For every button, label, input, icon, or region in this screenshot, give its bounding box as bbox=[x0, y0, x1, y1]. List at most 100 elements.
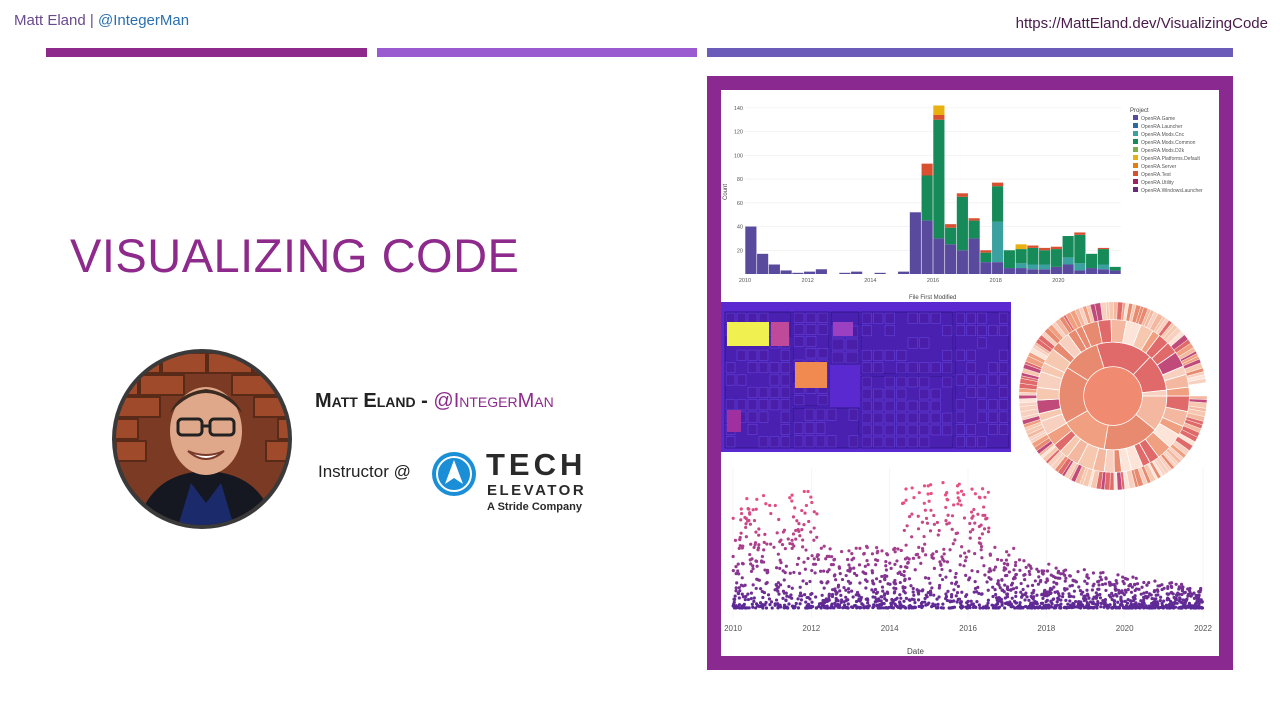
histogram-bars bbox=[745, 105, 1121, 274]
treemap-cell bbox=[919, 388, 930, 400]
logo-tech: TECH bbox=[486, 448, 586, 482]
scatter-point bbox=[971, 605, 975, 610]
treemap-cell bbox=[977, 436, 987, 448]
treemap-cell bbox=[977, 386, 987, 398]
scatter-point bbox=[1027, 563, 1031, 567]
scatter-point bbox=[862, 552, 866, 556]
scatter-point bbox=[1002, 561, 1006, 566]
scatter-point bbox=[767, 597, 772, 601]
scatter-point bbox=[964, 555, 968, 559]
treemap-cell bbox=[966, 362, 976, 374]
scatter-point bbox=[804, 503, 809, 508]
scatter-point bbox=[940, 577, 945, 582]
histogram-bar bbox=[1050, 266, 1062, 274]
treemap-cell bbox=[896, 412, 907, 424]
scatter-point bbox=[962, 493, 966, 497]
scatter-point bbox=[1014, 601, 1018, 605]
treemap-cell bbox=[758, 411, 769, 423]
treemap-cell bbox=[725, 362, 736, 374]
author-name: Matt Eland bbox=[14, 12, 86, 29]
scatter-point bbox=[784, 564, 788, 568]
scatter-point bbox=[957, 597, 962, 601]
scatter-point bbox=[911, 586, 915, 591]
scatter-point bbox=[1142, 591, 1146, 595]
charts-panel: 20 40 60 80 100 120 140 2010 2012 2014 2016 2018 20… bbox=[721, 90, 1219, 656]
scatter-point bbox=[732, 602, 736, 606]
scatter-point bbox=[960, 545, 964, 549]
scatter-point bbox=[905, 556, 909, 560]
histogram-bar bbox=[956, 250, 968, 274]
treemap-cell bbox=[942, 325, 953, 337]
treemap-cell bbox=[955, 411, 966, 423]
scatter-point bbox=[838, 605, 842, 610]
scatter-point bbox=[903, 577, 907, 581]
scatter-point bbox=[968, 521, 972, 526]
treemap-cell bbox=[769, 362, 780, 374]
scatter-point bbox=[1057, 594, 1061, 598]
treemap-cell-highlight bbox=[833, 322, 853, 336]
legend-swatch bbox=[1133, 163, 1138, 168]
scatter-point bbox=[947, 521, 951, 525]
scatter-point bbox=[864, 597, 868, 601]
scatter-point bbox=[1086, 606, 1090, 610]
scatter-point bbox=[963, 559, 967, 563]
scatter-point bbox=[804, 606, 808, 610]
scatter-point bbox=[878, 579, 882, 584]
scatter-point bbox=[738, 537, 742, 542]
scatter-point bbox=[798, 534, 802, 538]
scatter-point bbox=[1190, 593, 1194, 597]
scatter-point bbox=[763, 568, 767, 572]
scatter-point bbox=[968, 530, 973, 534]
scatter-point bbox=[1094, 591, 1098, 595]
histogram-x-ticks: 2010 2012 2014 2016 2018 2020 bbox=[739, 278, 1065, 284]
scatter-point bbox=[1168, 581, 1172, 585]
scatter-point bbox=[991, 594, 995, 599]
histogram-bar bbox=[1097, 249, 1109, 265]
scatter-point bbox=[1147, 604, 1151, 608]
scatter-point bbox=[1168, 606, 1172, 610]
scatter-point bbox=[990, 603, 994, 607]
scatter-point bbox=[883, 578, 887, 582]
scatter-point bbox=[1020, 593, 1024, 598]
histogram-bar bbox=[980, 250, 992, 253]
scatter-point bbox=[1027, 569, 1031, 574]
scatter-point bbox=[765, 542, 769, 546]
scatter-point bbox=[815, 535, 819, 539]
scatter-point bbox=[1157, 606, 1161, 610]
treemap-cell bbox=[804, 408, 815, 421]
treemap-cell bbox=[966, 312, 976, 324]
scatter-point bbox=[752, 518, 757, 523]
treemap-cell bbox=[942, 362, 953, 374]
scatter-point bbox=[903, 565, 908, 569]
accent-bar-2 bbox=[377, 48, 697, 57]
scatter-point bbox=[873, 600, 877, 604]
scatter-point bbox=[842, 603, 847, 607]
scatter-point bbox=[880, 574, 884, 579]
scatter-point bbox=[1067, 605, 1071, 610]
treemap-cell bbox=[988, 374, 998, 386]
scatter-point bbox=[757, 527, 761, 531]
treemap-cell bbox=[769, 386, 780, 398]
scatter-point bbox=[883, 592, 887, 596]
scatter-point bbox=[1181, 605, 1186, 609]
scatter-point bbox=[791, 532, 796, 536]
scatter-point bbox=[768, 603, 772, 607]
scatter-point bbox=[746, 507, 750, 511]
y-tick-label: 120 bbox=[734, 130, 743, 136]
treemap-cell bbox=[747, 312, 758, 324]
scatter-point bbox=[1152, 590, 1156, 594]
y-tick-label: 20 bbox=[737, 248, 743, 254]
scatter-point bbox=[920, 605, 924, 610]
scatter-point bbox=[907, 598, 911, 602]
scatter-point bbox=[741, 562, 745, 566]
scatter-point bbox=[907, 514, 912, 519]
scatter-point bbox=[1164, 603, 1169, 607]
scatter-point bbox=[932, 593, 936, 597]
treemap-cell bbox=[793, 435, 804, 448]
legend-swatch bbox=[1133, 147, 1138, 152]
scatter-point bbox=[1114, 579, 1118, 583]
scatter-point bbox=[971, 528, 975, 532]
scatter-point bbox=[778, 583, 783, 587]
y-tick-label: 60 bbox=[737, 201, 743, 207]
histogram-bar bbox=[839, 272, 851, 274]
